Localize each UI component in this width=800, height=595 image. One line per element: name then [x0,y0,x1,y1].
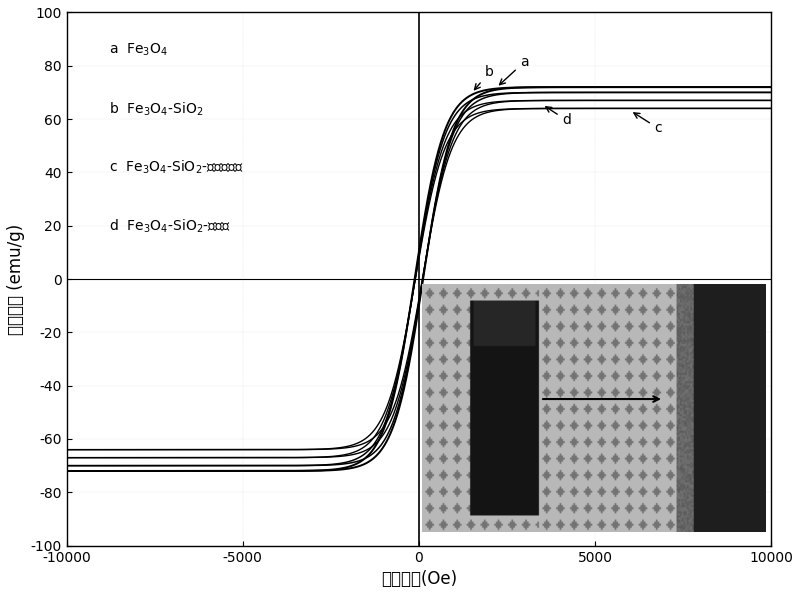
Text: b  Fe$_3$O$_4$-SiO$_2$: b Fe$_3$O$_4$-SiO$_2$ [109,101,203,118]
Text: a: a [499,55,529,84]
Text: d: d [546,107,571,127]
Text: c: c [634,113,662,136]
Y-axis label: 磁化强度 (emu/g): 磁化强度 (emu/g) [7,223,25,334]
Text: c  Fe$_3$O$_4$-SiO$_2$-聚邻苯二胺: c Fe$_3$O$_4$-SiO$_2$-聚邻苯二胺 [109,159,243,177]
Text: a  Fe$_3$O$_4$: a Fe$_3$O$_4$ [109,42,168,58]
Text: d  Fe$_3$O$_4$-SiO$_2$-聚苯胺: d Fe$_3$O$_4$-SiO$_2$-聚苯胺 [109,218,231,235]
Text: b: b [474,65,494,90]
X-axis label: 磁场强度(Oe): 磁场强度(Oe) [381,570,457,588]
